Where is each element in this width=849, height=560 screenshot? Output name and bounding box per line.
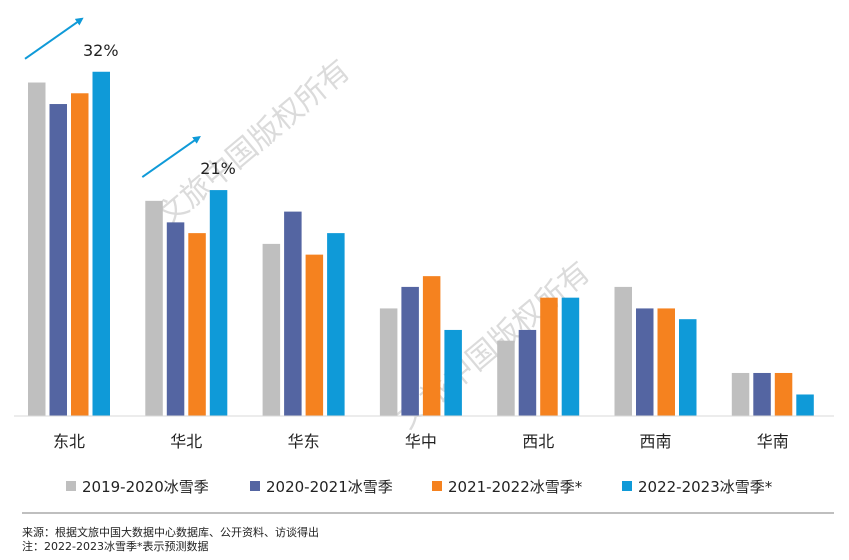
category-label: 华北 — [170, 432, 202, 451]
trend-arrow-icon — [24, 17, 84, 60]
bar-华中-1 — [401, 286, 419, 416]
category-labels: 东北 华北 华东 华中 西北 西南 华南 — [53, 432, 789, 451]
bar-华北-1 — [166, 222, 185, 416]
bar-东北-0 — [28, 82, 46, 417]
source-note: 来源：根据文旅中国大数据中心数据库、公开资料、访谈得出 — [22, 526, 319, 539]
bar-华中-3 — [444, 329, 462, 416]
bar-华东-3 — [327, 233, 345, 416]
bar-西南-3 — [679, 319, 697, 416]
bar-西北-2 — [540, 297, 558, 416]
bar-华东-0 — [262, 243, 281, 416]
bar-西北-0 — [497, 340, 515, 416]
bar-西北-1 — [518, 329, 537, 416]
bar-华南-0 — [731, 372, 750, 416]
bar-东北-2 — [71, 93, 89, 416]
legend-label: 2020-2021冰雪季 — [266, 478, 393, 496]
bar-华南-2 — [774, 372, 793, 416]
annotations: 32% 21% — [24, 17, 236, 178]
bar-西北-3 — [561, 297, 580, 416]
legend: 2019-2020冰雪季 2020-2021冰雪季 2021-2022冰雪季* 202… — [66, 478, 773, 496]
bar-华南-1 — [753, 372, 771, 416]
category-label: 华东 — [288, 432, 320, 451]
legend-swatch — [66, 481, 76, 491]
category-label: 东北 — [53, 432, 85, 451]
bar-西南-1 — [636, 308, 654, 416]
category-label: 西南 — [639, 432, 671, 451]
legend-swatch — [622, 481, 632, 491]
bar-华北-2 — [188, 233, 206, 416]
bar-西南-0 — [614, 286, 632, 416]
bar-东北-1 — [49, 104, 67, 416]
prediction-note: 注：2022-2023冰雪季*表示预测数据 — [22, 540, 209, 553]
bar-华东-1 — [284, 211, 302, 416]
legend-label: 2019-2020冰雪季 — [82, 478, 209, 496]
bar-华东-2 — [305, 254, 324, 416]
bar-西南-2 — [657, 308, 675, 416]
legend-swatch — [432, 481, 442, 491]
bar-华北-0 — [145, 200, 163, 416]
growth-label: 32% — [83, 41, 119, 60]
bar-华中-2 — [422, 276, 441, 416]
legend-swatch — [250, 481, 260, 491]
bar-东北-3 — [92, 71, 110, 417]
bar-华北-3 — [209, 190, 228, 416]
bar-华中-0 — [379, 308, 398, 416]
watermark-text: 文旅中国版权所有 — [151, 53, 357, 234]
bars — [28, 71, 814, 417]
category-label: 华南 — [757, 432, 789, 451]
category-label: 西北 — [522, 432, 554, 451]
growth-label: 21% — [200, 159, 236, 178]
legend-label: 2022-2023冰雪季* — [638, 478, 773, 496]
category-label: 华中 — [405, 432, 437, 451]
trend-arrow-icon — [141, 135, 201, 178]
legend-label: 2021-2022冰雪季* — [448, 478, 583, 496]
bar-华南-3 — [796, 394, 814, 416]
